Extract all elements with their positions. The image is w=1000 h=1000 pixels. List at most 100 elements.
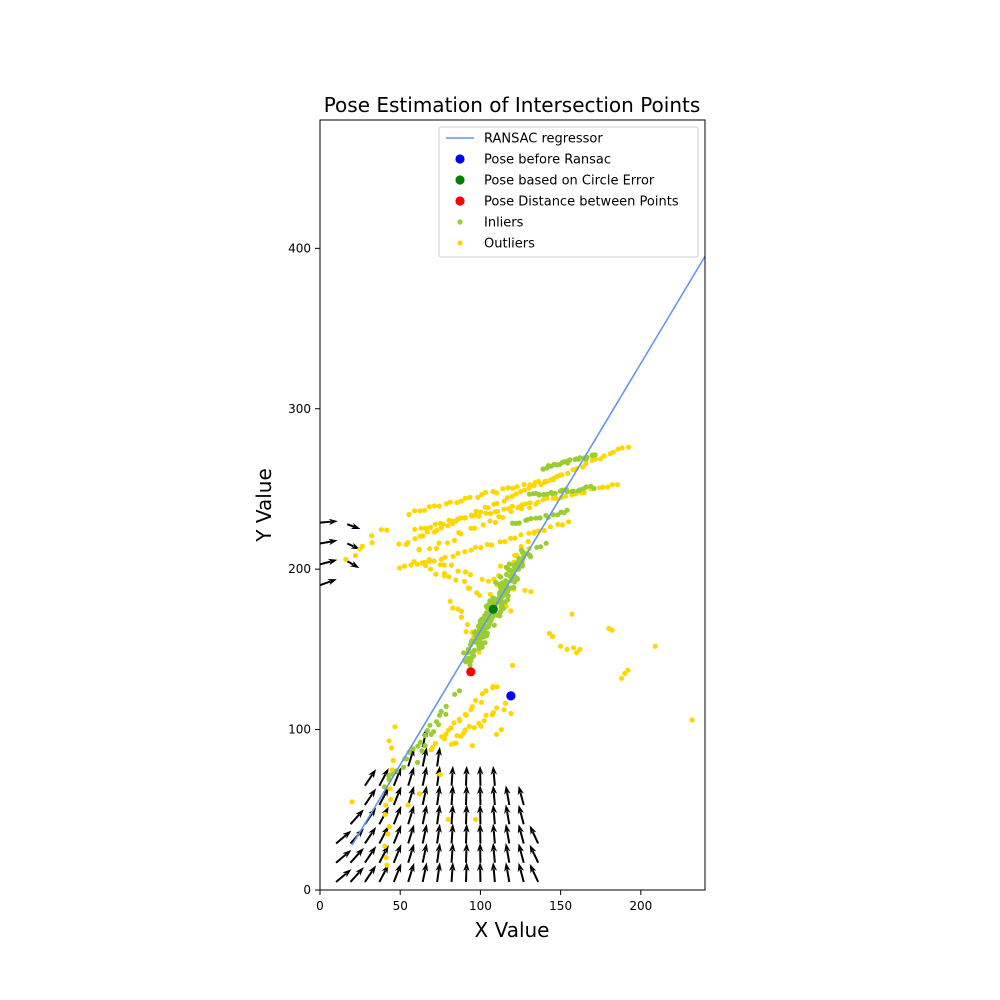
outlier-point bbox=[472, 544, 478, 550]
inlier-point bbox=[456, 688, 463, 694]
outlier-point bbox=[487, 518, 493, 524]
outlier-point bbox=[527, 500, 533, 506]
inlier-point bbox=[465, 655, 471, 661]
outlier-point bbox=[426, 556, 432, 563]
outlier-point bbox=[484, 541, 490, 548]
outlier-point bbox=[592, 456, 599, 462]
inlier-point bbox=[452, 691, 458, 697]
inlier-point bbox=[538, 544, 544, 550]
outlier-point bbox=[386, 738, 392, 744]
outlier-point bbox=[508, 710, 514, 717]
outlier-point bbox=[437, 771, 443, 778]
outlier-point bbox=[569, 611, 575, 617]
outlier-point bbox=[432, 521, 438, 527]
outlier-point bbox=[472, 525, 478, 531]
inlier-point bbox=[400, 764, 407, 771]
outlier-point bbox=[512, 552, 518, 559]
quiver-arrow bbox=[435, 804, 442, 825]
outlier-point bbox=[487, 591, 493, 597]
x-axis-label: X Value bbox=[475, 918, 550, 942]
quiver-arrow bbox=[490, 842, 498, 863]
outlier-point bbox=[359, 543, 365, 549]
outlier-point bbox=[480, 522, 486, 528]
quiver-arrow bbox=[490, 785, 498, 806]
outlier-point bbox=[408, 562, 414, 568]
outlier-point bbox=[479, 691, 485, 697]
outlier-point bbox=[423, 562, 429, 569]
outlier-point bbox=[493, 731, 500, 738]
pose-marker bbox=[506, 691, 516, 701]
outlier-point bbox=[544, 495, 550, 501]
outlier-point bbox=[438, 556, 444, 562]
outlier-point bbox=[541, 527, 547, 534]
inlier-point bbox=[518, 547, 525, 553]
outlier-point bbox=[509, 503, 515, 509]
outlier-point bbox=[487, 510, 493, 517]
quiver-arrow bbox=[320, 558, 338, 566]
quiver-arrow bbox=[463, 765, 470, 786]
quiver-arrow bbox=[435, 746, 442, 767]
quiver-arrow bbox=[435, 823, 442, 844]
outlier-point bbox=[505, 485, 511, 491]
y-tick-label: 300 bbox=[288, 402, 311, 416]
quiver-arrow bbox=[504, 823, 511, 844]
inlier-point bbox=[419, 748, 425, 754]
outlier-point bbox=[434, 527, 440, 534]
outlier-point bbox=[387, 786, 393, 792]
outlier-point bbox=[412, 536, 418, 542]
outlier-point bbox=[458, 608, 465, 615]
quiver-arrow bbox=[421, 823, 429, 844]
quiver-arrow bbox=[490, 804, 498, 825]
outlier-point bbox=[615, 446, 621, 452]
quiver-arrow bbox=[421, 804, 429, 825]
outlier-point bbox=[455, 568, 461, 574]
inlier-point bbox=[490, 613, 496, 619]
outlier-point bbox=[378, 527, 384, 533]
inlier-point bbox=[443, 711, 449, 717]
x-tick-label: 50 bbox=[393, 899, 408, 913]
legend-marker-swatch bbox=[457, 219, 463, 225]
outlier-point bbox=[557, 472, 563, 478]
outlier-point bbox=[462, 495, 468, 501]
outlier-point bbox=[382, 843, 388, 849]
outlier-point bbox=[501, 506, 507, 512]
inlier-point bbox=[494, 612, 500, 618]
outlier-point bbox=[570, 645, 577, 651]
outlier-point bbox=[500, 486, 506, 492]
outlier-point bbox=[502, 539, 508, 545]
outlier-point bbox=[473, 816, 479, 823]
quiver-arrow bbox=[392, 863, 402, 883]
outlier-point bbox=[574, 650, 580, 656]
quiver-arrow bbox=[517, 824, 525, 844]
inlier-point bbox=[552, 490, 558, 496]
outlier-point bbox=[453, 518, 459, 524]
outlier-point bbox=[433, 571, 439, 577]
outlier-point bbox=[397, 565, 403, 571]
inlier-point bbox=[536, 492, 542, 498]
outlier-point bbox=[406, 511, 412, 518]
outlier-point bbox=[512, 535, 518, 541]
outlier-point bbox=[417, 508, 423, 514]
outlier-point bbox=[501, 707, 507, 713]
outlier-point bbox=[526, 530, 532, 536]
inlier-point bbox=[497, 574, 504, 580]
quiver-arrow bbox=[320, 538, 338, 546]
outlier-point bbox=[349, 799, 355, 805]
outlier-point bbox=[369, 540, 375, 546]
outlier-point bbox=[457, 718, 463, 724]
legend: RANSAC regressor Pose before Ransac Pose b… bbox=[438, 126, 699, 258]
quiver-arrow bbox=[504, 843, 511, 863]
outlier-point bbox=[518, 506, 525, 512]
outlier-point bbox=[458, 498, 464, 504]
outlier-point bbox=[495, 508, 501, 514]
quiver-arrow bbox=[449, 842, 456, 863]
outlier-point bbox=[416, 791, 423, 797]
inlier-point bbox=[410, 746, 416, 752]
outlier-point bbox=[535, 478, 542, 485]
outlier-point bbox=[450, 553, 456, 559]
quiver-arrow bbox=[335, 869, 352, 883]
outlier-point bbox=[421, 507, 427, 513]
outlier-point bbox=[412, 508, 418, 514]
outlier-point bbox=[471, 725, 477, 731]
